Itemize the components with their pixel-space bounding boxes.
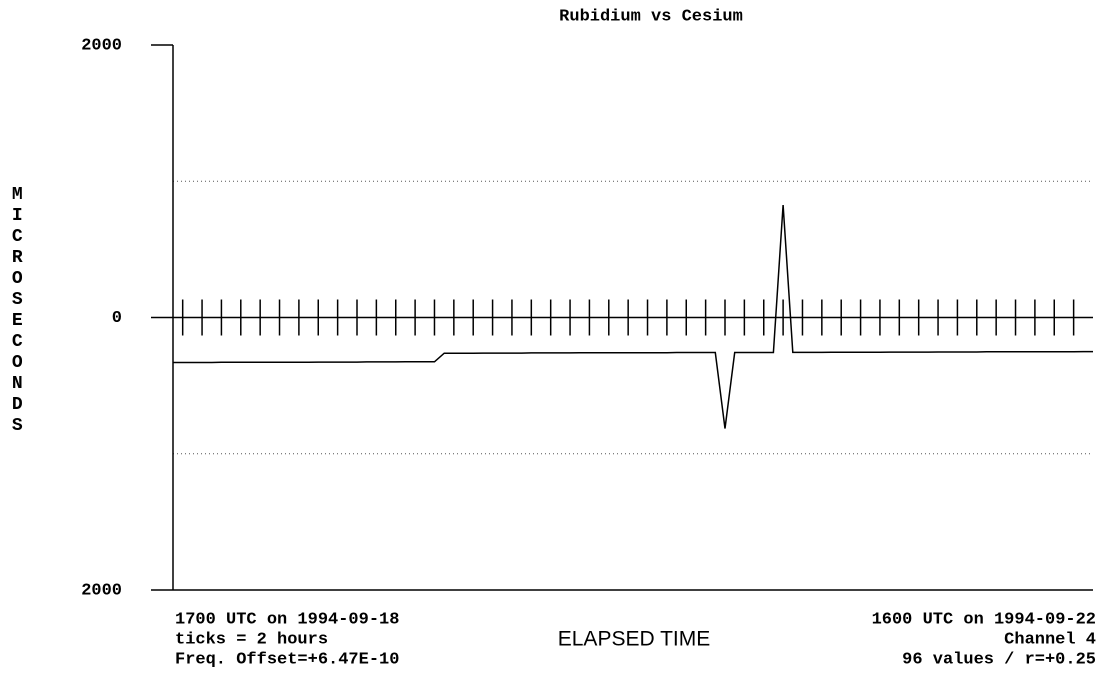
- x-axis-label: ELAPSED TIME: [558, 628, 711, 651]
- y-tick-label: 2000: [81, 36, 122, 55]
- footer-right: 1600 UTC on 1994-09-22: [872, 610, 1096, 629]
- footer-left: Freq. Offset=+6.47E-10: [175, 650, 399, 669]
- y-tick-label: 0: [112, 309, 122, 328]
- footer-left: 1700 UTC on 1994-09-18: [175, 610, 399, 629]
- footer-right: Channel 4: [1004, 630, 1096, 649]
- y-tick-label: 2000: [81, 581, 122, 600]
- chart-title: Rubidium vs Cesium: [559, 7, 743, 26]
- data-line: [173, 204, 1093, 429]
- y-axis-label: MICROSECONDS: [7, 185, 27, 437]
- footer-right: 96 values / r=+0.25: [902, 650, 1096, 669]
- footer-left: ticks = 2 hours: [175, 630, 328, 649]
